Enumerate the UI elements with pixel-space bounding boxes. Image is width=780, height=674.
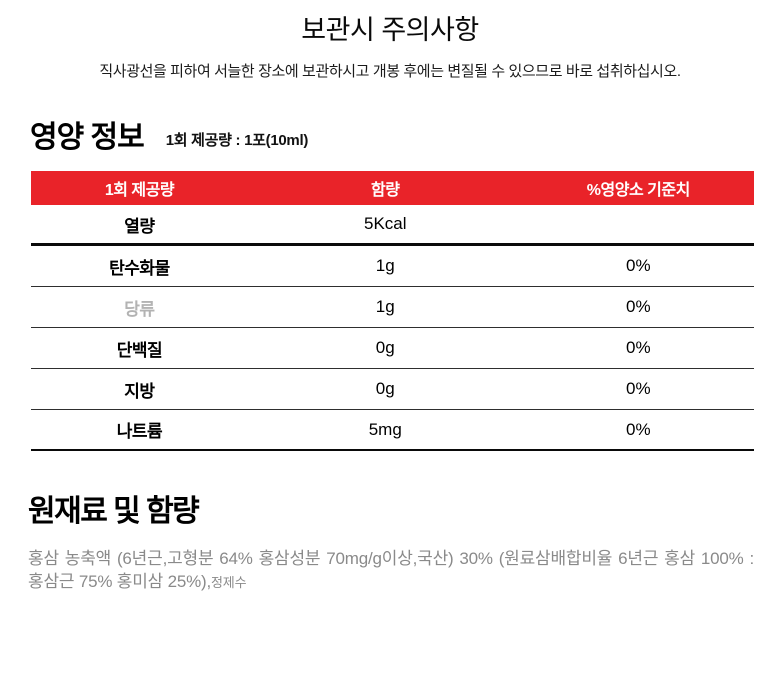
nutrient-amount: 1g: [375, 256, 395, 275]
table-row-calories: 열량 5Kcal: [31, 205, 754, 246]
ingredients-section: 원재료 및 함량 홍삼 농축액 (6년근,고형분 64% 홍삼성분 70mg/g…: [28, 495, 754, 594]
nutrition-table-header-row: 1회 제공량 함량 %영양소 기준치: [31, 171, 754, 205]
nutrition-section-header: 영양 정보 1회 제공량 : 1포(10ml): [30, 121, 780, 154]
ingredients-main-text: 홍삼 농축액 (6년근,고형분 64% 홍삼성분 70mg/g이상,국산) 30…: [28, 549, 754, 591]
table-row-protein: 단백질 0g 0%: [31, 328, 754, 369]
nutrient-label: 열량: [124, 216, 155, 236]
nutrient-label: 단백질: [116, 340, 163, 360]
nutrient-amount: 5mg: [368, 419, 402, 439]
storage-notice-section: 보관시 주의사항 직사광선을 피하여 서늘한 장소에 보관하시고 개봉 후에는 …: [0, 0, 780, 81]
table-row-sodium: 나트륨 5mg 0%: [31, 410, 754, 451]
ingredients-text: 홍삼 농축액 (6년근,고형분 64% 홍삼성분 70mg/g이상,국산) 30…: [28, 547, 754, 594]
nutrient-percent: 0%: [626, 379, 651, 398]
storage-notice-title: 보관시 주의사항: [301, 15, 479, 45]
nutrient-label: 나트륨: [116, 422, 163, 441]
nutrient-amount: 0g: [375, 379, 395, 398]
nutrient-label: 탄수화물: [109, 258, 170, 278]
storage-notice-description: 직사광선을 피하여 서늘한 장소에 보관하시고 개봉 후에는 변질될 수 있으므…: [99, 63, 681, 80]
column-header-amount: 함량: [371, 182, 400, 199]
nutrient-percent: 0%: [626, 256, 651, 275]
column-header-daily-value: %영양소 기준치: [586, 182, 691, 199]
table-row-carbohydrate: 탄수화물 1g 0%: [31, 246, 754, 287]
serving-size-info: 1회 제공량 : 1포(10ml): [165, 132, 309, 149]
nutrient-label: 지방: [124, 381, 155, 401]
table-row-fat: 지방 0g 0%: [31, 369, 754, 410]
nutrient-amount: 1g: [375, 297, 395, 316]
nutrient-amount: 5Kcal: [363, 214, 407, 233]
table-row-sugars: 당류 1g 0%: [31, 287, 754, 328]
nutrition-section: 영양 정보 1회 제공량 : 1포(10ml) 1회 제공량 함량 %영양소 기…: [0, 121, 780, 451]
nutrient-amount: 0g: [375, 338, 395, 357]
nutrient-label: 당류: [124, 299, 155, 319]
ingredients-small-text: 정제수: [211, 575, 247, 590]
nutrition-section-title: 영양 정보: [30, 121, 145, 154]
ingredients-section-title: 원재료 및 함량: [28, 495, 200, 528]
nutrition-table: 1회 제공량 함량 %영양소 기준치 열량 5Kcal 탄수화물 1g 0% 당…: [31, 171, 754, 451]
nutrient-percent: 0%: [626, 419, 651, 439]
nutrient-percent: 0%: [626, 338, 651, 357]
column-header-serving: 1회 제공량: [104, 182, 175, 199]
nutrient-percent: 0%: [626, 297, 651, 316]
